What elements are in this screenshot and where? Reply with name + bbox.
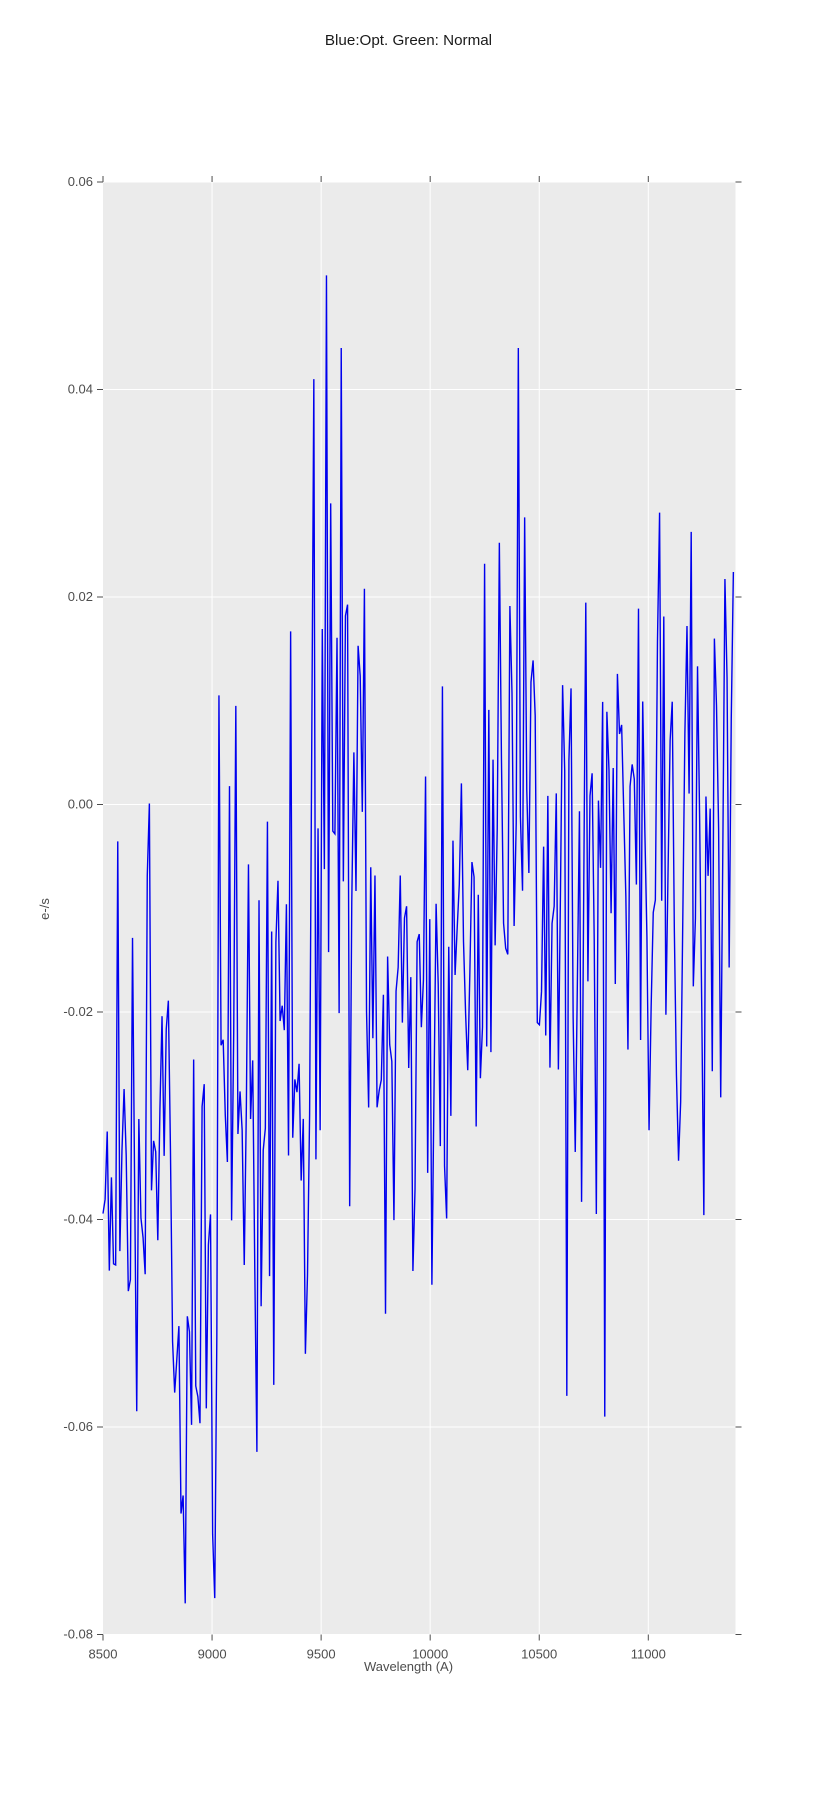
svg-text:-0.08: -0.08 xyxy=(63,1627,93,1642)
svg-text:11000: 11000 xyxy=(631,1647,666,1662)
svg-text:10000: 10000 xyxy=(412,1647,448,1662)
svg-text:10500: 10500 xyxy=(521,1647,557,1662)
svg-text:-0.02: -0.02 xyxy=(63,1004,93,1019)
svg-text:8500: 8500 xyxy=(89,1647,118,1662)
svg-text:0.04: 0.04 xyxy=(68,382,93,397)
svg-text:-0.04: -0.04 xyxy=(63,1212,93,1227)
svg-text:9500: 9500 xyxy=(307,1647,336,1662)
svg-text:0.00: 0.00 xyxy=(68,797,93,812)
svg-text:0.02: 0.02 xyxy=(68,589,93,604)
svg-text:0.06: 0.06 xyxy=(68,174,93,189)
svg-text:-0.06: -0.06 xyxy=(63,1419,93,1434)
svg-text:9000: 9000 xyxy=(198,1647,227,1662)
